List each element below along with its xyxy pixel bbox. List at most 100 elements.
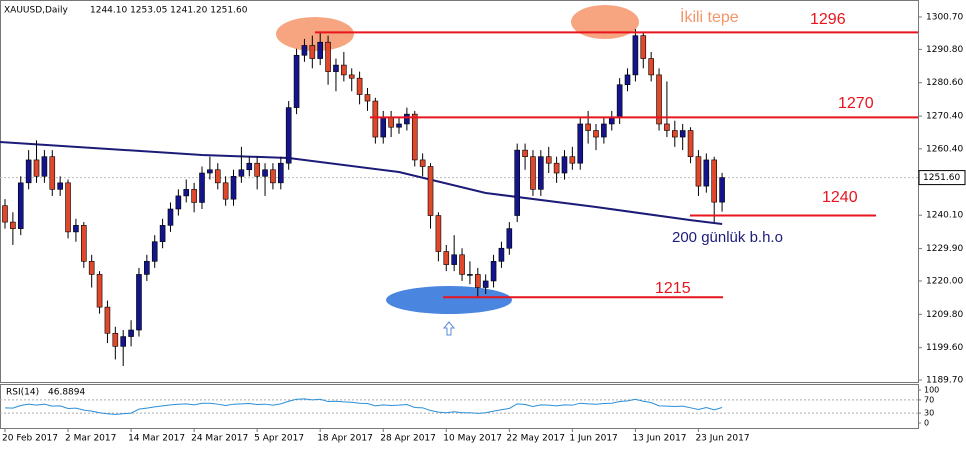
x-tick-label: 23 Jun 2017 (695, 434, 749, 444)
candle-body (356, 77, 363, 95)
candle-body (585, 123, 591, 131)
candle-body (81, 225, 87, 262)
candle-body (711, 159, 718, 203)
rsi-tick-label: 70 (924, 395, 934, 404)
candle-body (159, 225, 166, 243)
x-tick-label: 20 Feb 2017 (2, 434, 58, 444)
candle-body (238, 169, 245, 177)
candle-body (230, 175, 237, 200)
candle-body (65, 182, 71, 233)
candle-body (2, 205, 8, 223)
candle-body (10, 221, 16, 229)
candle-body (128, 329, 134, 337)
bottom-marker (386, 286, 512, 314)
current-price-box (918, 170, 966, 186)
candle-body (57, 182, 63, 190)
y-tick-label: 1209.80 (926, 310, 963, 320)
rsi-tick-label: 100 (924, 386, 939, 395)
candle-body (553, 162, 560, 174)
candle-body (522, 149, 528, 157)
candle-body (719, 177, 725, 203)
candle-body (144, 261, 150, 275)
ma-line (0, 140, 723, 226)
candle-body (364, 94, 371, 102)
top-marker (276, 17, 354, 51)
candle-body (679, 130, 686, 138)
plot: 1300.70 1290.80 1280.60 1270.40 1260.40 1240.… (0, 11, 966, 444)
candle-body (514, 149, 521, 216)
candle-body (435, 215, 442, 252)
candle-body (262, 169, 268, 177)
y-tick-label: 1260.40 (926, 144, 963, 154)
candle-body (648, 58, 654, 76)
rsi-line (4, 398, 723, 415)
candle-body (246, 162, 253, 171)
level-label: 1215 (655, 280, 691, 297)
candle-body (25, 159, 32, 184)
candle-body (199, 172, 205, 203)
candle-body (490, 261, 497, 282)
candle-body (671, 130, 678, 138)
main-frame (0, 0, 919, 383)
candle-body (96, 274, 103, 308)
candle-body (411, 113, 418, 161)
candle-body (214, 169, 221, 184)
candle-body (88, 261, 95, 275)
symbol: XAUUSD,Daily (4, 6, 68, 16)
candle-body (498, 247, 505, 262)
candle-body (388, 117, 394, 128)
candle-body (695, 156, 702, 187)
candle-body (396, 123, 402, 128)
candle-body (104, 306, 111, 334)
candle-body (616, 84, 623, 118)
candle-body (577, 123, 584, 164)
candle-body (664, 123, 670, 131)
candle-body (285, 107, 292, 164)
candle-body (419, 159, 426, 167)
candle-body (191, 189, 197, 203)
y-tick-label: 1300.70 (926, 13, 963, 23)
candle-body (632, 35, 639, 76)
candle-body (459, 254, 465, 275)
level-label: 1296 (810, 11, 846, 28)
top-marker (571, 5, 639, 39)
candle-body (270, 169, 276, 184)
candle-body (530, 156, 536, 190)
candle-body (380, 117, 387, 138)
current-price-label: 1251.60 (923, 173, 960, 183)
candle-body (151, 241, 158, 262)
candle-body (687, 130, 694, 157)
rsi-frame (0, 384, 919, 429)
candle-body (207, 169, 213, 174)
candle-body (545, 156, 552, 164)
candle-body (333, 64, 339, 72)
annotation: İkili tepe (680, 7, 739, 26)
candle-body (222, 182, 229, 200)
x-tick-label: 24 Mar 2017 (191, 434, 248, 444)
candle-body (656, 74, 662, 125)
candle-body (277, 162, 284, 184)
x-tick-label: 13 Jun 2017 (632, 434, 686, 444)
candle-body (404, 113, 410, 125)
level-label: 1270 (838, 95, 874, 112)
y-tick-label: 1199.60 (926, 343, 963, 353)
x-tick-label: 2 Mar 2017 (65, 434, 116, 444)
y-tick-label: 1220.00 (926, 276, 963, 286)
candle-body (254, 162, 260, 177)
x-tick-label: 14 Mar 2017 (128, 434, 185, 444)
candle-body (601, 123, 607, 138)
candle-body (317, 41, 324, 59)
y-tick-label: 1229.90 (926, 244, 963, 254)
y-tick-label: 1290.80 (926, 45, 963, 55)
candle-body (538, 156, 544, 190)
x-tick-label: 28 Apr 2017 (380, 434, 436, 444)
arrow (442, 321, 456, 336)
candle-body (183, 189, 190, 197)
candle-body (467, 274, 473, 276)
candle-body (41, 156, 48, 177)
candle-body (120, 336, 126, 347)
candle-body (17, 182, 24, 229)
y-tick-label: 1240.10 (926, 211, 963, 221)
rsi-value: 46.8894 (48, 388, 85, 398)
